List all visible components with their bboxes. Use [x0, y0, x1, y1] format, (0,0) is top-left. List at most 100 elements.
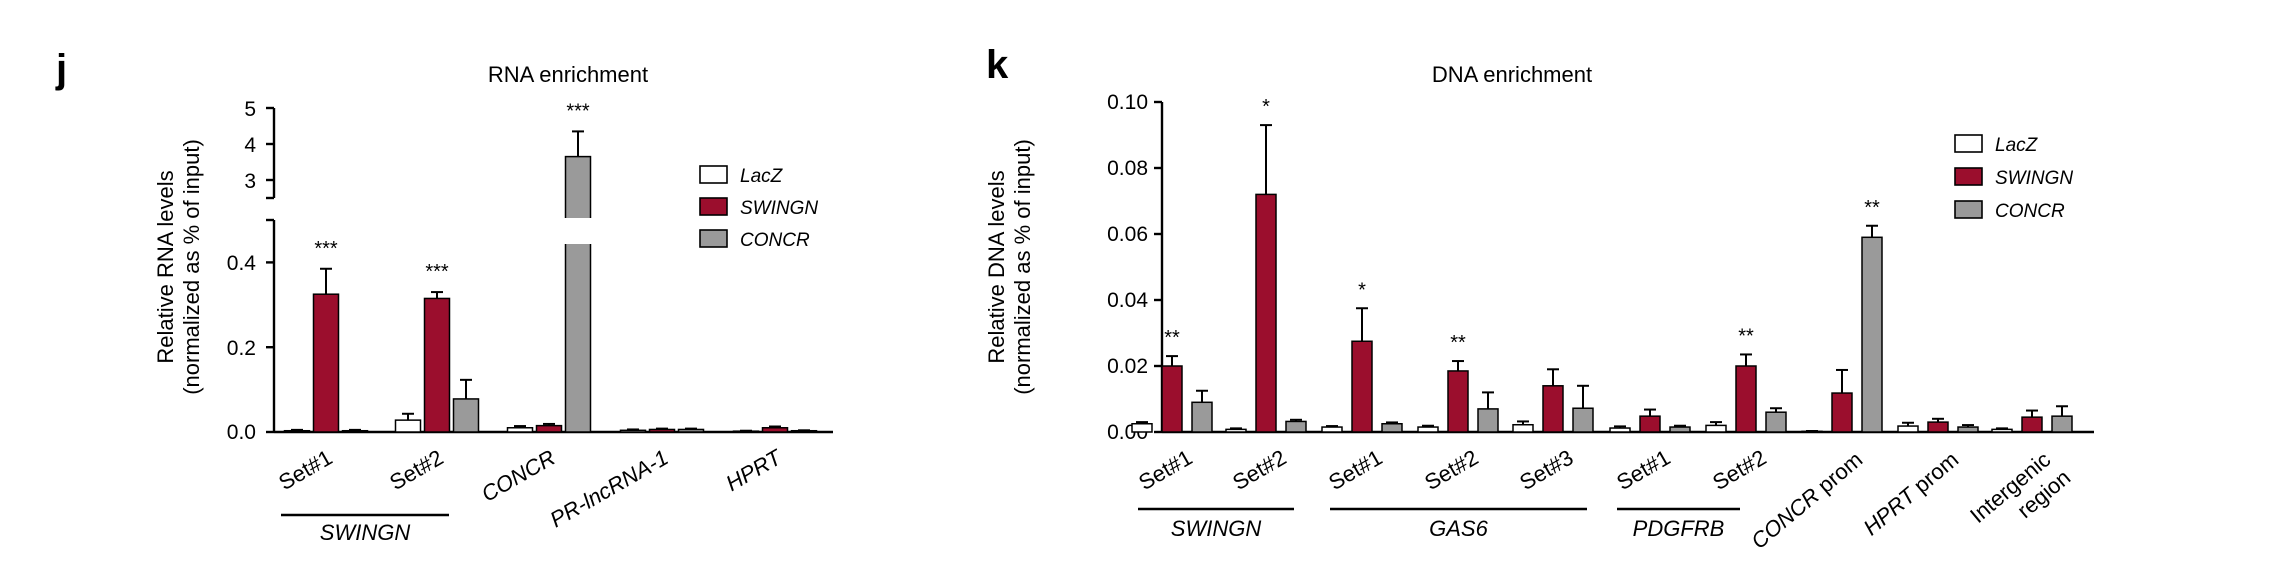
bar: [312, 293, 340, 433]
x-tick-label: Set#1: [1612, 445, 1674, 495]
bar: [506, 427, 534, 433]
significance-label: **: [1738, 325, 1754, 347]
x-tick-label: PR-lncRNA-1: [546, 445, 673, 533]
bar: [1542, 385, 1564, 433]
legend-dna: LacZ SWINGN CONCR: [1954, 134, 2073, 222]
group-label: PDGFRB: [1633, 516, 1725, 541]
significance-label: *: [1358, 279, 1366, 301]
panel-label-k: k: [986, 43, 1009, 87]
bar: [283, 429, 311, 433]
significance-label: **: [1450, 332, 1466, 354]
panel-label-j: j: [55, 47, 67, 91]
y-tick-label: 0.0: [227, 421, 256, 444]
significance-label: ***: [566, 100, 590, 122]
bar: [564, 155, 592, 433]
y-tick-label: 3: [244, 170, 256, 193]
legend-swatch-concr: [1954, 200, 1983, 219]
bar-break-band: [564, 218, 592, 244]
bar: [452, 398, 480, 433]
bar: [341, 429, 369, 433]
y-tick-label: 0.06: [1107, 223, 1148, 246]
legend-swatch-lacz: [1954, 134, 1983, 153]
x-tick-label: HPRT: [721, 444, 786, 496]
significance-label: ***: [314, 238, 338, 260]
legend-swatch-lacz: [699, 165, 728, 184]
x-tick-label: Set#1: [1134, 445, 1196, 495]
bar: [1861, 236, 1883, 433]
x-tick-label: HPRT prom: [1858, 447, 1963, 541]
y-tick-label: 5: [244, 98, 256, 121]
bar: [761, 427, 789, 433]
legend-label-swingn: SWINGN: [740, 198, 818, 219]
bar: [1705, 424, 1727, 433]
bar: [1255, 193, 1277, 433]
group-label: GAS6: [1429, 516, 1488, 541]
x-tick-label: Set#2: [385, 445, 447, 495]
y-tick-label: 0.10: [1107, 91, 1148, 114]
y-axis-label-rna-line2: (normalized as % of input): [179, 139, 204, 395]
bar: [394, 419, 422, 433]
x-tick-label: Set#1: [1324, 445, 1386, 495]
x-tick-label: Set#2: [1708, 445, 1770, 495]
significance-label: **: [1164, 327, 1180, 349]
x-tick-label: CONCR: [477, 445, 559, 507]
legend-label-lacz: LacZ: [1995, 135, 2039, 156]
bar: [535, 424, 563, 433]
bar: [2021, 416, 2043, 433]
y-tick-label: 0.04: [1107, 289, 1148, 312]
bar: [1639, 415, 1661, 433]
bar: [677, 428, 705, 433]
bar: [1735, 365, 1757, 433]
bar: [1131, 423, 1153, 433]
group-label: SWINGN: [320, 520, 411, 545]
x-tick-label: Set#3: [1515, 445, 1577, 495]
bar: [1957, 426, 1979, 433]
bar: [2051, 415, 2073, 433]
bar: [1512, 423, 1534, 433]
legend-swatch-swingn: [699, 197, 728, 216]
legend-label-concr: CONCR: [740, 230, 810, 251]
bar: [1225, 428, 1247, 433]
bar: [648, 428, 676, 433]
group-label: SWINGN: [1171, 516, 1262, 541]
bar: [1161, 365, 1183, 433]
y-axis-label-dna-line2: (normalized as % of input): [1010, 139, 1035, 395]
y-tick-label: 0.08: [1107, 157, 1148, 180]
bar: [1669, 426, 1691, 433]
chart-title-rna: RNA enrichment: [488, 62, 648, 87]
x-tick-label: Set#2: [1420, 445, 1482, 495]
x-tick-label: Set#2: [1228, 445, 1290, 495]
legend-label-concr: CONCR: [1995, 201, 2065, 222]
legend-swatch-swingn: [1954, 167, 1983, 186]
legend-label-swingn: SWINGN: [1995, 168, 2073, 189]
legend-rna: LacZ SWINGN CONCR: [699, 165, 818, 251]
bar: [1285, 420, 1307, 433]
bar: [1927, 421, 1949, 433]
bar: [1991, 428, 2013, 433]
bar: [1191, 401, 1213, 433]
bar: [1572, 407, 1594, 433]
bar: [1765, 411, 1787, 433]
y-tick-label: 0.2: [227, 337, 256, 360]
bar: [1477, 408, 1499, 433]
bar: [1417, 426, 1439, 433]
bar: [1831, 392, 1853, 433]
y-axis-label-dna-line1: Relative DNA levels: [984, 170, 1009, 363]
bar: [1351, 340, 1373, 433]
bar: [1447, 370, 1469, 433]
chart-title-dna: DNA enrichment: [1432, 62, 1592, 87]
y-tick-label: 0.02: [1107, 355, 1148, 378]
significance-label: *: [1262, 96, 1270, 118]
legend-label-lacz: LacZ: [740, 166, 784, 187]
bar: [619, 429, 647, 433]
bar: [1321, 426, 1343, 433]
bar: [423, 297, 451, 433]
bar: [1609, 427, 1631, 433]
y-tick-label: 0.4: [227, 252, 257, 275]
legend-swatch-concr: [699, 229, 728, 248]
bar: [1897, 425, 1919, 433]
y-tick-label: 4: [244, 134, 256, 157]
bar: [1381, 423, 1403, 433]
